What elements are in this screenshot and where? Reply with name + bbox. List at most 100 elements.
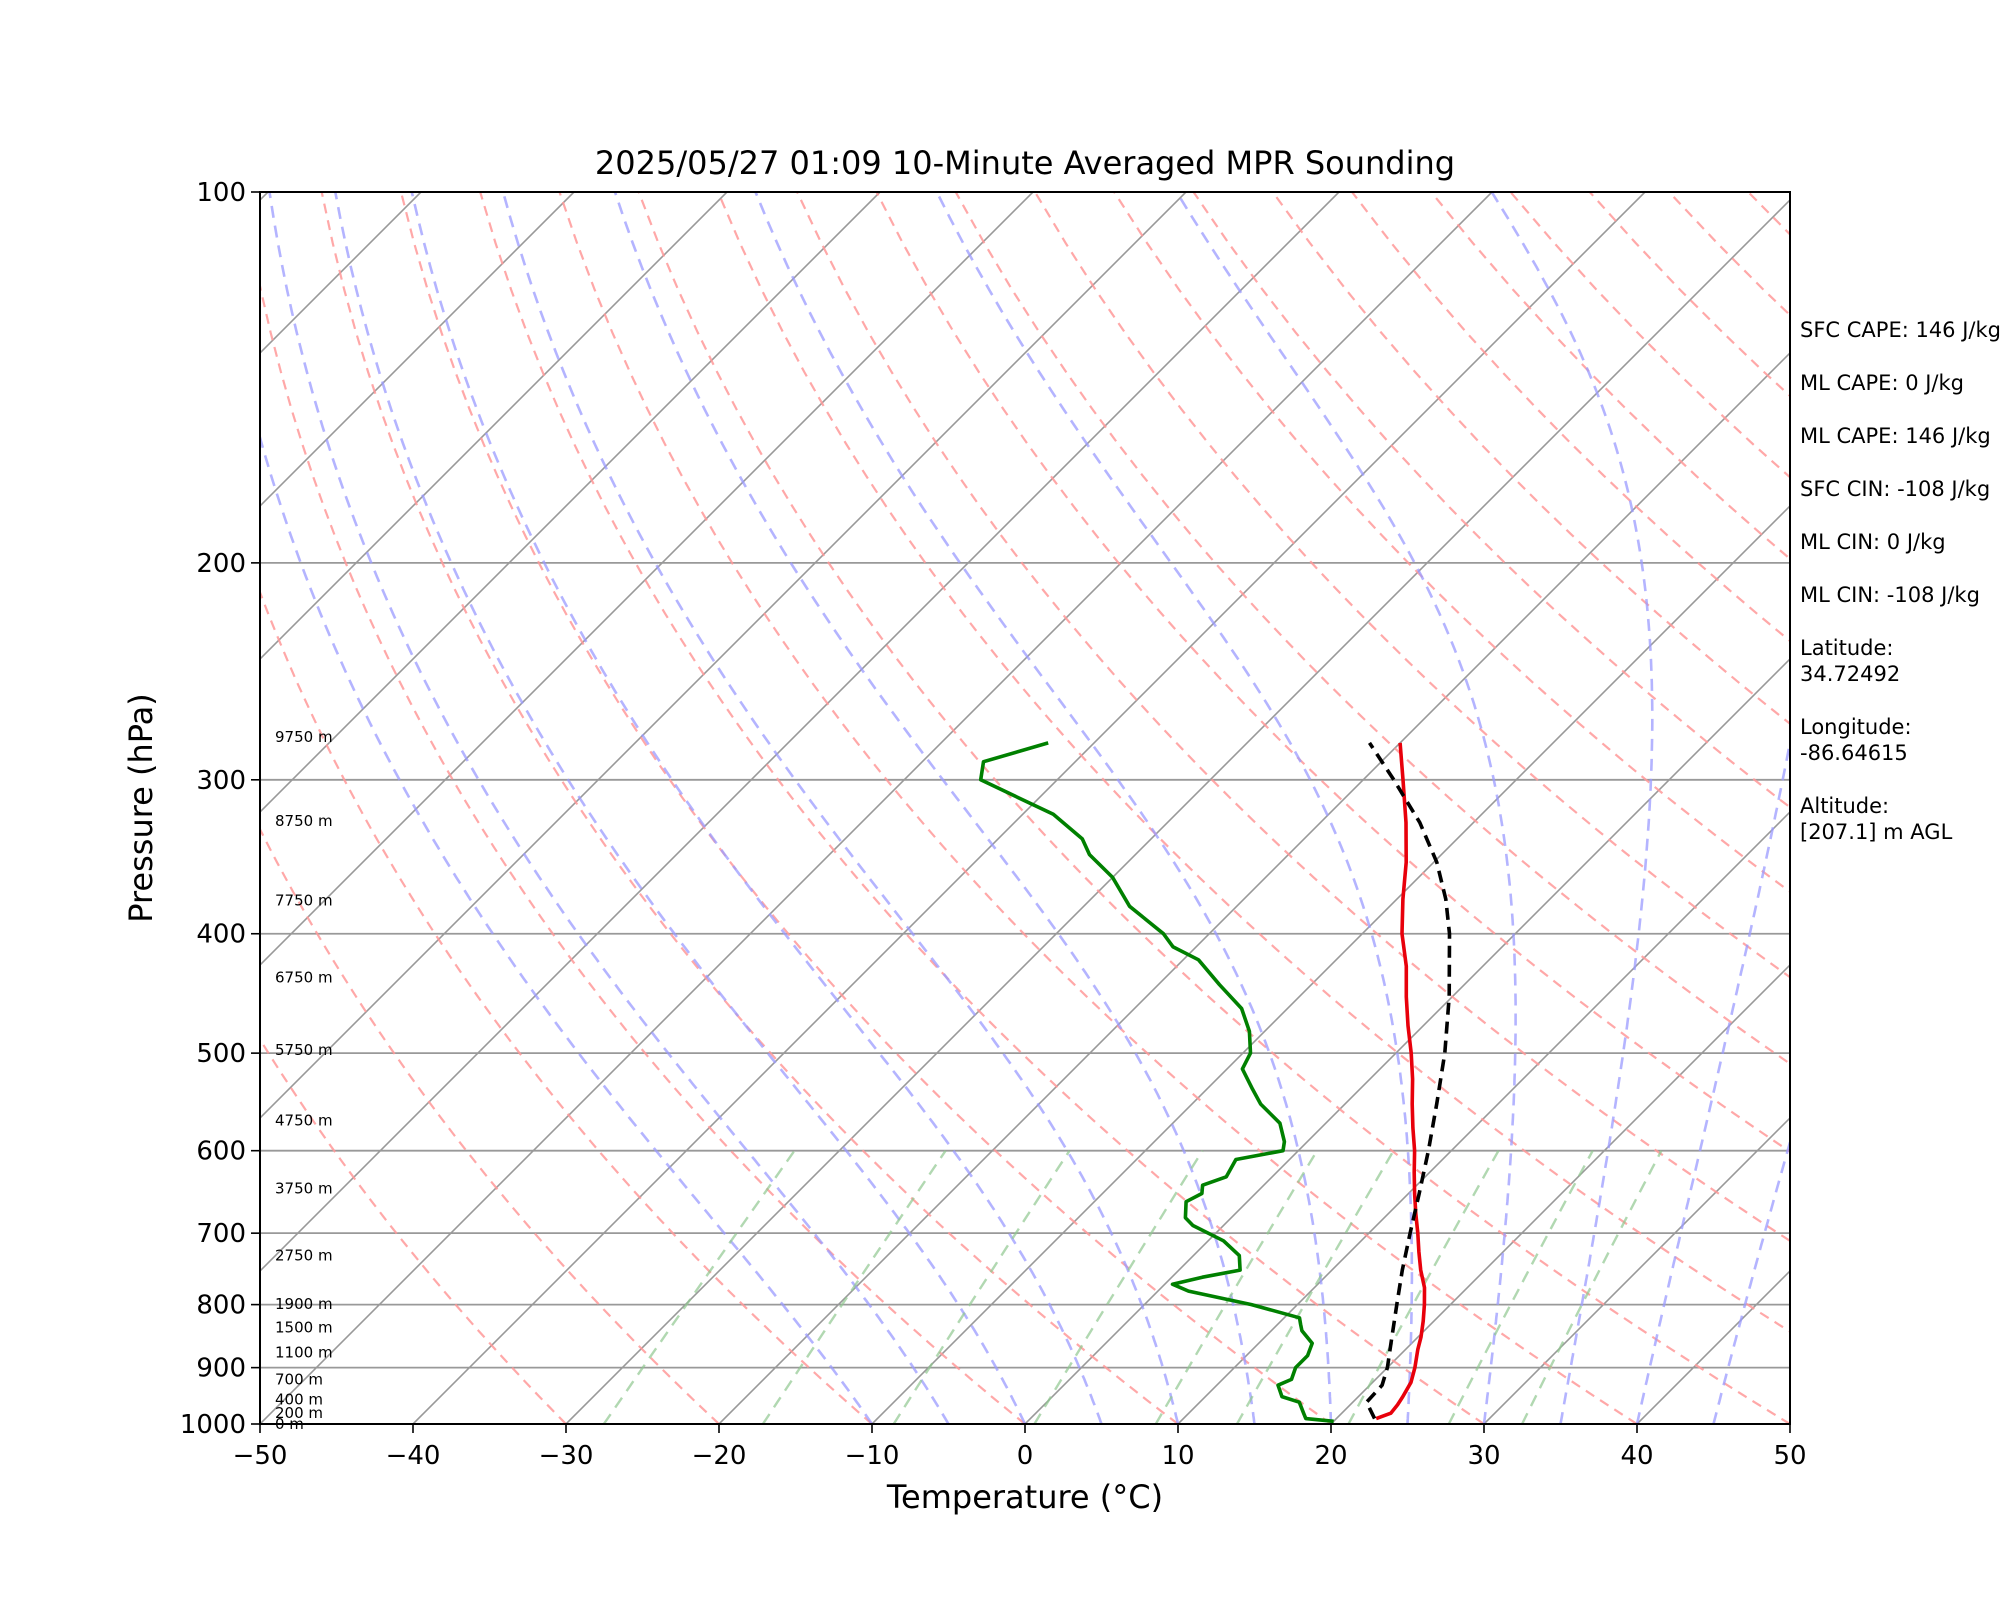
mixing-ratio-line	[761, 1150, 947, 1424]
dry-adiabat-line	[399, 192, 1332, 1424]
dry-adiabat-line	[796, 192, 1790, 1243]
y-axis-ticks: 100 200 300 400 500 600 700 800 900 1000	[180, 178, 260, 1440]
y-tick-label: 500	[196, 1039, 246, 1069]
info-line: ML CAPE: 146 J/kg	[1800, 424, 1991, 448]
chart-title: 2025/05/27 01:09 10-Minute Averaged MPR …	[595, 144, 1455, 182]
isotherm-line	[1483, 1116, 1790, 1424]
dry-adiabat-line	[260, 826, 720, 1424]
dry-adiabat-line	[320, 192, 1179, 1424]
moist-adiabat-line	[613, 192, 1256, 1424]
mixing-ratio-line	[892, 1150, 1071, 1424]
dry-adiabat-line	[260, 1037, 567, 1424]
isotherm-line	[1330, 963, 1790, 1424]
height-label: 0 m	[275, 1415, 304, 1433]
info-line: ML CIN: 0 J/kg	[1800, 530, 1946, 554]
x-tick-label: −50	[233, 1441, 288, 1471]
series-green-solid	[978, 741, 1334, 1424]
dry-adiabat-line	[260, 280, 1026, 1424]
mixing-ratio-line	[1235, 1150, 1395, 1424]
dry-adiabat-line	[637, 192, 1790, 1424]
moist-adiabat-line	[268, 192, 950, 1424]
sounding-series	[978, 741, 1452, 1424]
isotherm-line	[260, 192, 1493, 1424]
x-tick-label: 50	[1773, 1441, 1806, 1471]
y-tick-label: 600	[196, 1137, 246, 1167]
x-axis-ticks: −50 −40 −30 −20 −10 0 10 20 30 40 50	[233, 1424, 1807, 1471]
x-tick-label: −10	[845, 1441, 900, 1471]
y-tick-label: 200	[196, 549, 246, 579]
x-tick-label: −20	[692, 1441, 747, 1471]
isotherm-line	[1177, 810, 1790, 1424]
isotherm-line	[871, 504, 1790, 1424]
info-line: Altitude:	[1800, 794, 1889, 818]
height-label: 6750 m	[275, 968, 333, 986]
dry-adiabat-line	[1192, 192, 1790, 809]
isotherm-line	[565, 198, 1790, 1424]
height-label: 5750 m	[275, 1041, 333, 1059]
moist-adiabat-line	[754, 192, 1333, 1424]
y-tick-label: 700	[196, 1219, 246, 1249]
isotherm-line	[260, 192, 575, 508]
height-label: 700 m	[275, 1370, 323, 1388]
height-label: 400 m	[275, 1390, 323, 1408]
background-lines	[0, 192, 1790, 1424]
mixing-ratio-line	[1154, 1150, 1319, 1424]
isotherm-line	[412, 192, 1646, 1424]
height-label: 200 m	[275, 1404, 323, 1422]
series-red-solid	[1375, 742, 1427, 1421]
y-tick-label: 1000	[180, 1410, 246, 1440]
moist-adiabat-line	[1712, 1137, 1790, 1424]
dry-adiabat-line	[716, 192, 1790, 1333]
isotherm-line	[260, 192, 881, 814]
isotherm-line	[1024, 657, 1790, 1424]
mixing-ratio-line	[1447, 1150, 1594, 1424]
height-label: 2750 m	[275, 1247, 333, 1265]
moist-adiabat-line	[410, 192, 1103, 1424]
dry-adiabat-line	[1034, 192, 1790, 979]
dry-adiabat-line	[875, 192, 1790, 1153]
dry-adiabat-line	[954, 192, 1790, 1066]
info-line: [207.1] m AGL	[1800, 820, 1953, 844]
plot-frame	[259, 191, 1791, 1425]
x-tick-label: 20	[1314, 1441, 1347, 1471]
x-tick-label: 40	[1620, 1441, 1653, 1471]
height-label: 1100 m	[275, 1344, 333, 1362]
height-labels: 9750 m 8750 m 7750 m 6750 m 5750 m 4750 m 3750…	[275, 728, 333, 1433]
dry-adiabat-line	[479, 192, 1485, 1424]
isotherm-line	[260, 192, 728, 661]
dry-adiabat-line	[1113, 192, 1790, 894]
y-axis-label: Pressure (hPa)	[122, 693, 160, 923]
dry-adiabat-line	[1271, 192, 1790, 726]
mixing-ratio-line	[1033, 1150, 1204, 1424]
moist-adiabat-line	[1175, 192, 1517, 1424]
moist-adiabat-line	[935, 192, 1414, 1424]
height-label: 1900 m	[275, 1295, 333, 1313]
info-line: 34.72492	[1800, 662, 1900, 686]
y-tick-label: 300	[196, 766, 246, 796]
height-label: 3750 m	[275, 1180, 333, 1198]
isotherm-line	[260, 192, 1340, 1273]
isotherm-line	[260, 192, 1187, 1120]
mixing-ratio-line	[1521, 1150, 1663, 1424]
moist-adiabat-line	[1490, 192, 1654, 1424]
info-line: ML CAPE: 0 J/kg	[1800, 371, 1964, 395]
moist-adiabat-line	[260, 432, 874, 1424]
moist-adiabat-line	[501, 192, 1180, 1424]
x-tick-label: 30	[1467, 1441, 1500, 1471]
x-tick-label: −30	[539, 1441, 594, 1471]
isotherm-line	[718, 351, 1790, 1424]
mixing-ratio-line	[602, 1150, 796, 1424]
moist-adiabat-line	[1635, 735, 1790, 1424]
mixing-ratio-line	[1347, 1150, 1500, 1424]
info-line: Latitude:	[1800, 636, 1894, 660]
x-tick-label: −40	[386, 1441, 441, 1471]
dry-adiabat-line	[558, 192, 1638, 1424]
series-black-dashed	[1364, 741, 1452, 1420]
isotherm-line	[0, 192, 115, 1424]
y-tick-label: 400	[196, 920, 246, 950]
dry-adiabat-line	[260, 589, 873, 1424]
y-tick-label: 800	[196, 1291, 246, 1321]
x-tick-label: 10	[1161, 1441, 1194, 1471]
height-label: 1500 m	[275, 1319, 333, 1337]
